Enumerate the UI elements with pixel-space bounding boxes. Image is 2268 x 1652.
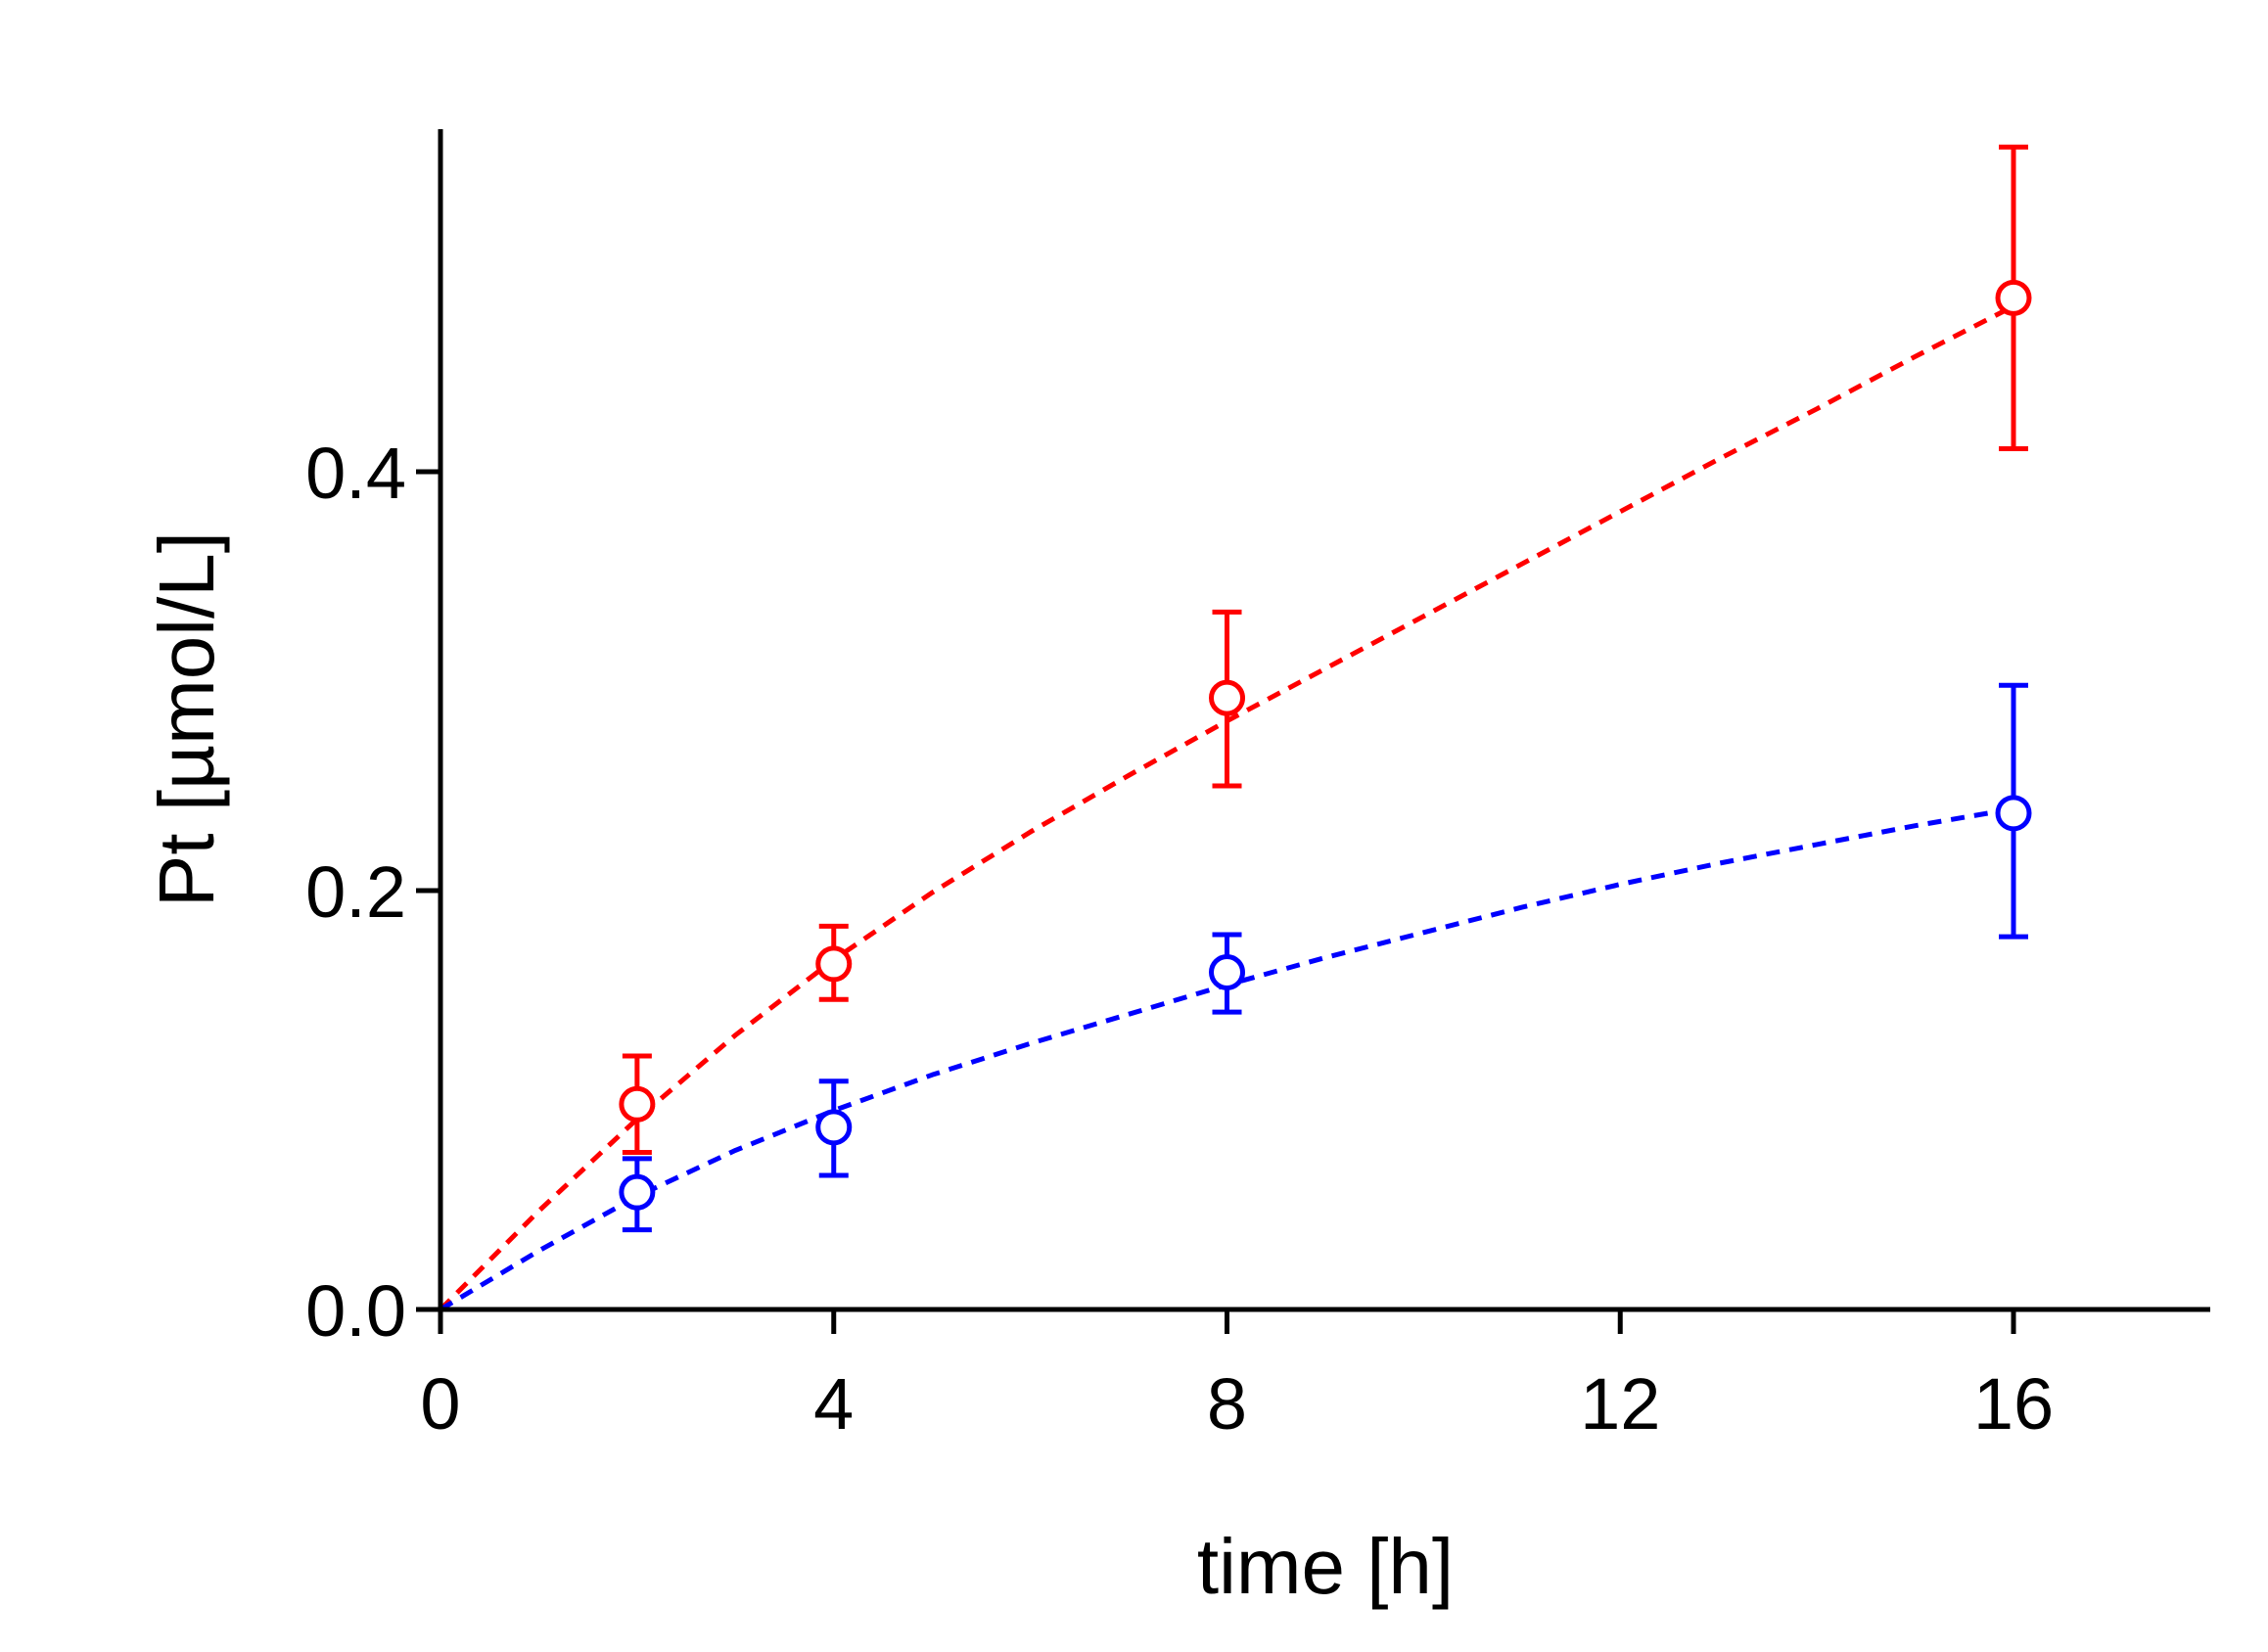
y-tick-label: 0.0 (305, 1270, 406, 1352)
x-tick-label: 8 (1207, 1363, 1247, 1445)
data-point-red (815, 945, 853, 983)
x-axis-ticks: 0 4 8 12 16 (420, 1309, 2054, 1445)
y-axis-title: Pt [µmol/L] (143, 531, 230, 907)
data-point-red (619, 1085, 656, 1123)
error-bars (622, 144, 2028, 1233)
y-tick-label: 0.4 (305, 433, 406, 514)
y-tick-label: 0.2 (305, 851, 406, 933)
x-axis-title: time [h] (1197, 1523, 1454, 1610)
fit-line-blue (439, 806, 2014, 1312)
data-markers (619, 279, 2032, 1211)
data-point-red (1209, 679, 1245, 716)
fit-curves (439, 303, 2015, 1312)
fit-line-red (439, 303, 2015, 1311)
x-tick-label: 12 (1580, 1363, 1660, 1445)
data-point-red (1995, 279, 2032, 316)
x-tick-label: 0 (420, 1363, 460, 1445)
x-tick-label: 4 (813, 1363, 854, 1445)
data-point-blue (815, 1109, 853, 1146)
data-point-blue (1995, 795, 2032, 832)
data-point-blue (1209, 953, 1245, 990)
x-tick-label: 16 (1973, 1363, 2054, 1445)
y-axis-ticks: 0.0 0.2 0.4 (305, 433, 440, 1352)
data-point-blue (619, 1173, 656, 1211)
